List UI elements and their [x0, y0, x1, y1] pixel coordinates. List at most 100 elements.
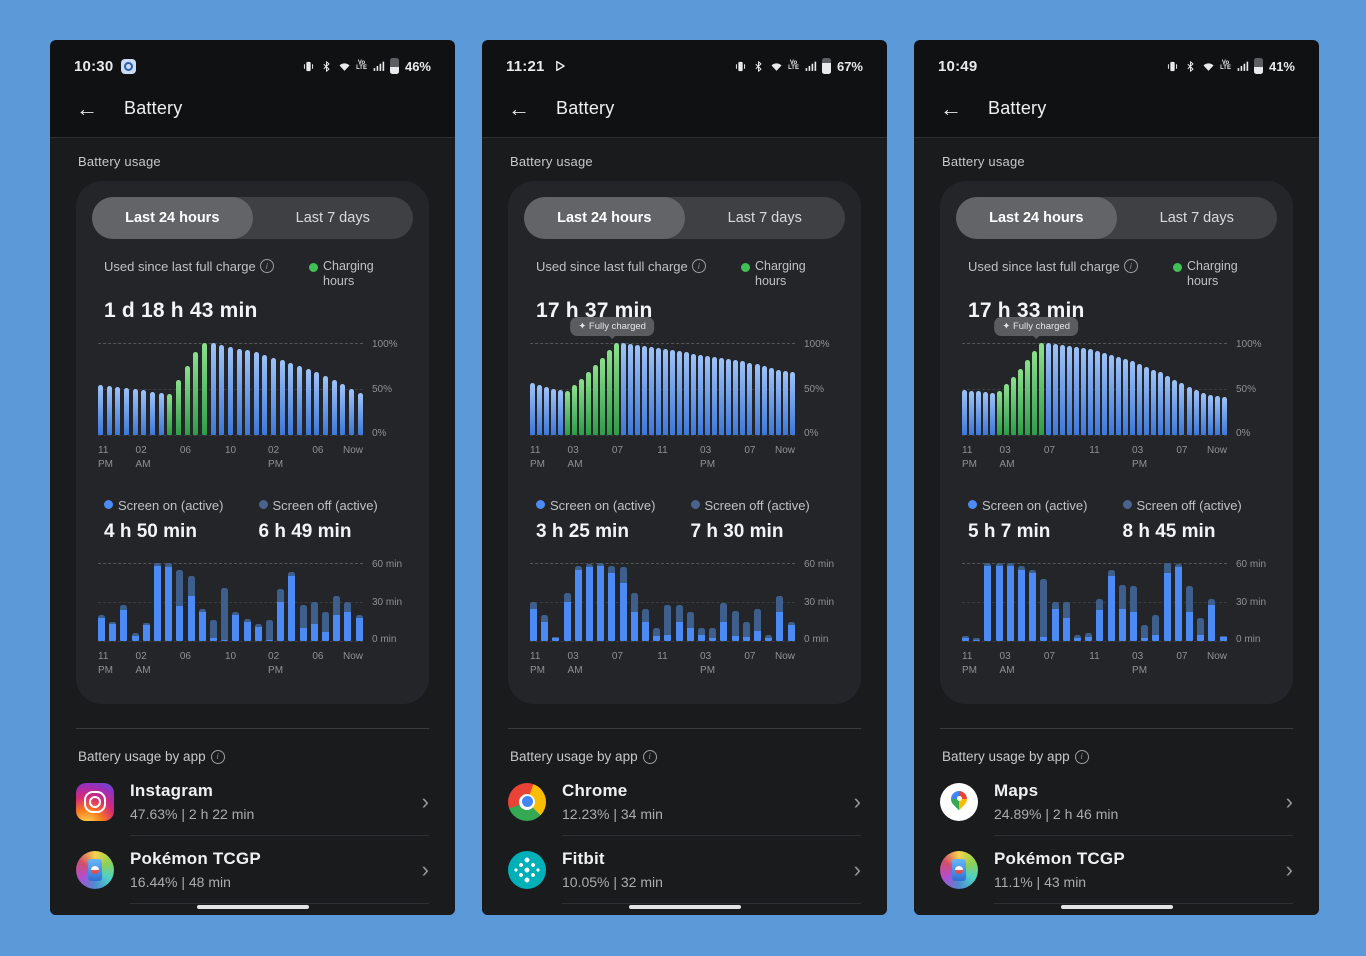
back-arrow-icon[interactable]: ← — [76, 95, 98, 121]
vibrate-icon — [1168, 61, 1178, 71]
battery-usage-card: Last 24 hours Last 7 days Used since las… — [76, 181, 429, 704]
chevron-right-icon[interactable]: › — [1285, 788, 1293, 814]
gesture-pill[interactable] — [1060, 905, 1173, 909]
app-row-2[interactable]: Pokémon TCGP 16.44% | 48 min › — [76, 836, 429, 903]
chevron-right-icon[interactable]: › — [853, 788, 861, 814]
page-title: Battery — [556, 98, 615, 118]
app-row-1[interactable]: Maps 24.89% | 2 h 46 min › — [940, 768, 1293, 835]
screen-off-label: Screen off (active) — [258, 498, 414, 513]
app-text-1: Maps 24.89% | 2 h 46 min — [994, 781, 1270, 822]
battery-plot-area: 11 PM 02 AM 06 10 02 PM 06 Now — [98, 343, 363, 474]
gesture-pill[interactable] — [628, 905, 741, 909]
usage-bars — [962, 563, 1227, 642]
screen-off-label: Screen off (active) — [1122, 498, 1278, 513]
info-icon[interactable]: i — [259, 259, 274, 273]
screen-off-text: Screen off (active) — [272, 498, 378, 513]
info-icon[interactable]: i — [1074, 749, 1089, 764]
status-bar: 10:49 Vo LTE 41% — [914, 40, 1319, 86]
phone-screenshot-1: 11:21 Vo LTE 67% ← Battery Battery usage … — [482, 40, 887, 915]
info-icon[interactable]: i — [1123, 259, 1138, 273]
app-row-2[interactable]: Fitbit 10.05% | 32 min › — [508, 836, 861, 903]
screen-off-value: 8 h 45 min — [1122, 521, 1216, 542]
app-row-2[interactable]: Pokémon TCGP 11.1% | 43 min › — [940, 836, 1293, 903]
apps-section-label: Battery usage by app i — [510, 749, 861, 764]
wifi-icon — [771, 62, 782, 71]
charge-info-row: Used since last full charge i Charging h… — [968, 259, 1271, 289]
section-divider — [940, 728, 1293, 729]
used-since-label: Used since last full charge i — [968, 259, 1138, 289]
section-label: Battery usage — [942, 154, 1025, 169]
app-usage-detail: 16.44% | 48 min — [130, 874, 231, 890]
used-since-label: Used since last full charge i — [536, 259, 706, 289]
screen-stats: Screen on (active) 3 h 25 min Screen off… — [536, 498, 845, 543]
usage-bars — [530, 563, 795, 642]
screen-on-text: Screen on (active) — [118, 498, 224, 513]
info-icon[interactable]: i — [691, 259, 706, 273]
charging-dot-icon — [741, 263, 750, 272]
app-row-1[interactable]: Chrome 12.23% | 34 min › — [508, 768, 861, 835]
app-icon-2 — [940, 850, 978, 889]
app-text-2: Pokémon TCGP 16.44% | 48 min — [130, 849, 406, 890]
chevron-right-icon[interactable]: › — [853, 856, 861, 882]
back-arrow-icon[interactable]: ← — [940, 95, 962, 121]
info-icon[interactable]: i — [642, 749, 657, 764]
row-divider — [994, 835, 1293, 836]
charge-info-row: Used since last full charge i Charging h… — [536, 259, 839, 289]
row-divider — [994, 903, 1293, 904]
charging-hours-text: Charging hours — [1187, 259, 1238, 288]
screen-usage-chart: 11 PM 02 AM 06 10 02 PM 06 Now 60 min 30 min 0 min — [98, 559, 413, 680]
charging-dot-icon — [309, 263, 318, 272]
screen-on-dot-icon — [968, 500, 977, 509]
used-since-text: Used since last full charge — [968, 259, 1120, 274]
info-icon[interactable]: i — [210, 749, 225, 764]
screen-off-label: Screen off (active) — [690, 498, 846, 513]
app-usage-detail: 10.05% | 32 min — [562, 874, 663, 890]
screen-stats: Screen on (active) 4 h 50 min Screen off… — [104, 498, 413, 543]
app-text-2: Fitbit 10.05% | 32 min — [562, 849, 838, 890]
tab-last-7-days[interactable]: Last 7 days — [727, 210, 802, 226]
screen-off-dot-icon — [1122, 500, 1132, 509]
battery-icon — [1253, 58, 1263, 74]
screen-off-text: Screen off (active) — [704, 498, 810, 513]
back-arrow-icon[interactable]: ← — [508, 95, 530, 121]
usage-duration: 1 d 18 h 43 min — [104, 299, 258, 322]
usage-bars — [98, 563, 363, 642]
chevron-right-icon[interactable]: › — [421, 856, 429, 882]
screen-on-stat: Screen on (active) 5 h 7 min — [968, 498, 1123, 543]
battery-percent: 67% — [836, 58, 863, 74]
phone-screenshot-2: 10:49 Vo LTE 41% ← Battery Battery usage … — [914, 40, 1319, 915]
battery-bars — [98, 343, 363, 436]
screen-on-label: Screen on (active) — [536, 498, 691, 513]
charging-hours-legend: Charging hours — [1173, 259, 1271, 289]
usage-plot-area: 11 PM 03 AM 07 11 03 PM 07 Now — [962, 563, 1227, 680]
apps-section-label: Battery usage by app i — [78, 749, 429, 764]
battery-plot-area: ✦ Fully charged 11 PM 03 AM 07 11 03 PM 07 Now — [962, 317, 1227, 474]
battery-level-chart: 11 PM 02 AM 06 10 02 PM 06 Now 100% 50% 0% — [98, 339, 413, 474]
used-since-text: Used since last full charge — [104, 259, 256, 274]
app-icon-2 — [76, 850, 114, 889]
chevron-right-icon[interactable]: › — [1285, 856, 1293, 882]
tab-last-24-hours[interactable]: Last 24 hours — [956, 197, 1117, 239]
app-name: Pokémon TCGP — [130, 849, 261, 868]
clock: 10:30 — [74, 57, 114, 75]
volte-icon: Vo LTE — [1220, 59, 1231, 71]
apps-section-text: Battery usage by app — [510, 749, 638, 764]
app-bar: ← Battery — [914, 86, 1319, 137]
tab-last-24-hours[interactable]: Last 24 hours — [92, 197, 253, 239]
app-bar: ← Battery — [482, 86, 887, 137]
tab-last-7-days[interactable]: Last 7 days — [1159, 210, 1234, 226]
gesture-pill[interactable] — [196, 905, 309, 909]
fully-charged-badge: ✦ Fully charged — [994, 317, 1079, 336]
vibrate-icon — [304, 61, 314, 71]
tab-last-24-hours[interactable]: Last 24 hours — [524, 197, 685, 239]
tab-last-7-days[interactable]: Last 7 days — [295, 210, 370, 226]
chevron-right-icon[interactable]: › — [421, 788, 429, 814]
app-usage-detail: 47.63% | 2 h 22 min — [130, 806, 255, 822]
status-icons: Vo LTE 46% — [302, 58, 431, 74]
screen-stats: Screen on (active) 5 h 7 min Screen off … — [968, 498, 1277, 543]
app-usage-detail: 11.1% | 43 min — [994, 874, 1087, 890]
screen-off-dot-icon — [690, 500, 700, 509]
screen-on-text: Screen on (active) — [982, 498, 1088, 513]
app-row-1[interactable]: Instagram 47.63% | 2 h 22 min › — [76, 768, 429, 835]
battery-level-chart: ✦ Fully charged 11 PM 03 AM 07 11 03 PM 07 Now 10… — [962, 317, 1277, 474]
